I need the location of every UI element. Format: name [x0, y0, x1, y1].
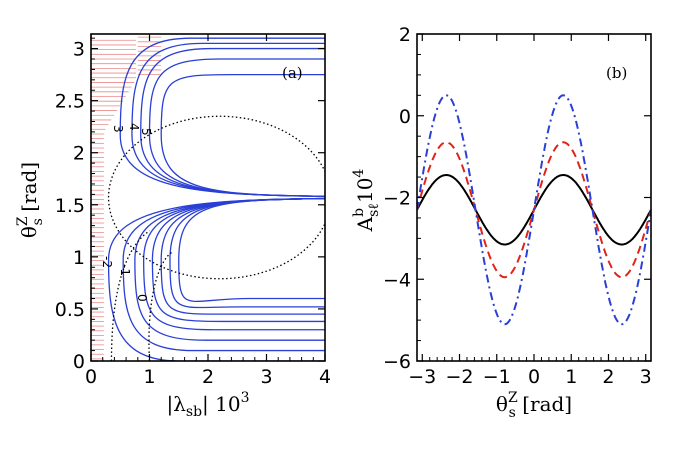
asymmetry-curves — [417, 94, 651, 326]
x-tick-label: −3 — [408, 366, 436, 388]
y-tick-label: −6 — [383, 351, 411, 373]
panel-a-ticks: 0 1 2 3 400.511.522.53 — [55, 34, 331, 388]
x-tick-label: 2 — [602, 366, 614, 388]
x-tick-label: 2 — [202, 366, 214, 388]
contour-line-upper — [160, 73, 325, 197]
contour-label-3: 3 — [111, 125, 125, 133]
contour-label-5: 5 — [139, 128, 153, 136]
x-tick-label: −1 — [483, 366, 511, 388]
x-tick-label: 1 — [143, 366, 155, 388]
panel-a-xlabel: |λsb| 103 — [166, 390, 249, 420]
x-tick-label: 0 — [528, 366, 540, 388]
panel-a-frame — [90, 33, 326, 362]
contour-line-upper — [140, 47, 325, 197]
panel-b-frame — [416, 33, 652, 362]
panel-b-ylabel: Absℓ104 — [351, 169, 382, 233]
contour-label-0: 0 — [135, 294, 149, 302]
x-tick-label: 4 — [319, 366, 331, 388]
dotted-contour-left-2 — [148, 251, 174, 361]
contour-label-minus2: -2 — [100, 256, 114, 268]
x-tick-label: 0 — [85, 366, 97, 388]
y-tick-label: 0 — [73, 351, 85, 373]
panel-a-label: (a) — [282, 64, 303, 82]
panel-a: 0 1 2 3 400.511.522.53 (a) 3 4 5 -2 -1 0 |λs… — [15, 33, 331, 420]
series-line-2 — [417, 94, 651, 326]
y-tick-label: 2 — [73, 143, 85, 165]
y-tick-label: −4 — [383, 269, 411, 291]
y-tick-label: 2 — [399, 24, 411, 46]
contour-line-lower — [134, 197, 325, 341]
excluded-region-hatch — [91, 36, 162, 360]
y-tick-label: 3 — [73, 39, 85, 61]
y-tick-label: 1 — [73, 247, 85, 269]
x-tick-label: 1 — [565, 366, 577, 388]
panel-a-ylabel: θZs [rad] — [15, 162, 46, 238]
y-tick-label: 1.5 — [55, 195, 85, 217]
y-tick-label: 2.5 — [55, 91, 85, 113]
dotted-contour — [107, 115, 325, 361]
panel-b-ticks: −3 −2 −1 0 1 2 3 −6 −4 −2 0 2 — [383, 24, 652, 388]
y-tick-label: 0.5 — [55, 299, 85, 321]
y-tick-label: −2 — [383, 188, 411, 210]
dotted-contour-ellipse — [107, 115, 325, 280]
panel-b: −3 −2 −1 0 1 2 3 −6 −4 −2 0 2 (b) θZ s [rad] Absℓ104 — [351, 24, 652, 421]
contour-line-upper — [131, 42, 325, 197]
contour-line-upper — [119, 37, 325, 197]
panel-b-xlabel: θZ s [rad] — [496, 390, 572, 421]
y-tick-label: 0 — [399, 106, 411, 128]
x-tick-label: −2 — [446, 366, 474, 388]
x-tick-label: 3 — [640, 366, 652, 388]
x-tick-label: 3 — [260, 366, 272, 388]
contour-lines — [107, 37, 325, 361]
contour-label-minus1: -1 — [118, 264, 132, 276]
contour-label-4: 4 — [127, 123, 141, 131]
panel-b-label: (b) — [606, 64, 627, 82]
contour-line-lower — [178, 197, 325, 303]
